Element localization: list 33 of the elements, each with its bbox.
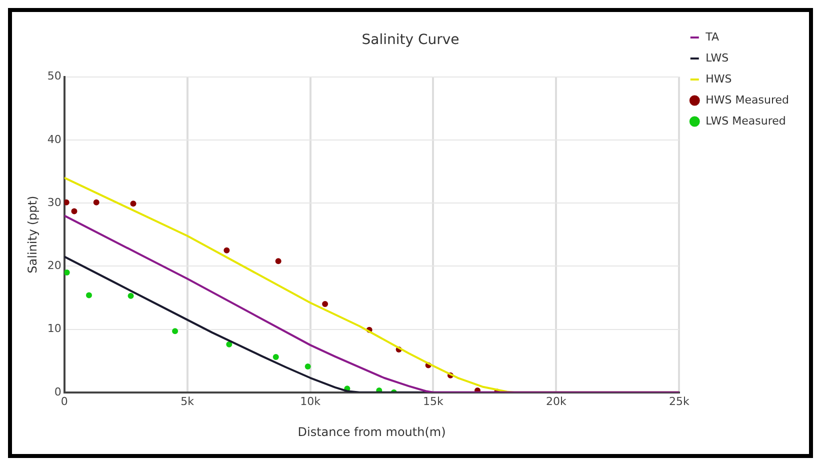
chart-title: Salinity Curve [362, 32, 460, 48]
point [172, 328, 178, 334]
x-tick-label: 20k [546, 394, 567, 408]
point [322, 301, 328, 308]
legend-label: LWS [706, 51, 729, 64]
legend-label: HWS Measured [706, 93, 789, 106]
y-tick-label: 40 [47, 132, 62, 146]
legend-label: TA [704, 30, 720, 44]
y-tick-label: 20 [47, 259, 62, 272]
x-tick-label: 25k [668, 394, 690, 408]
point [224, 247, 230, 254]
x-tick-label: 10k [300, 394, 322, 408]
legend-label: LWS Measured [706, 114, 786, 128]
point [71, 208, 78, 214]
y-tick-label: 0 [54, 385, 62, 398]
point [64, 199, 70, 206]
y-axis-title: Salinity (ppt) [25, 196, 40, 274]
point [275, 258, 282, 264]
y-tick-label: 50 [47, 70, 62, 83]
point [64, 269, 70, 276]
point [272, 354, 279, 360]
x-tick-label: 15k [423, 394, 444, 408]
y-tick-label: 30 [47, 196, 62, 209]
point [93, 199, 100, 206]
legend-label: HWS [706, 72, 732, 86]
x-axis-title: Distance from mouth(m) [298, 424, 446, 439]
point [304, 364, 311, 370]
point [86, 292, 92, 298]
point [130, 200, 136, 207]
point [226, 341, 232, 348]
x-tick-label: 5k [180, 394, 195, 408]
y-tick-label: 10 [47, 322, 62, 336]
point [128, 292, 134, 299]
